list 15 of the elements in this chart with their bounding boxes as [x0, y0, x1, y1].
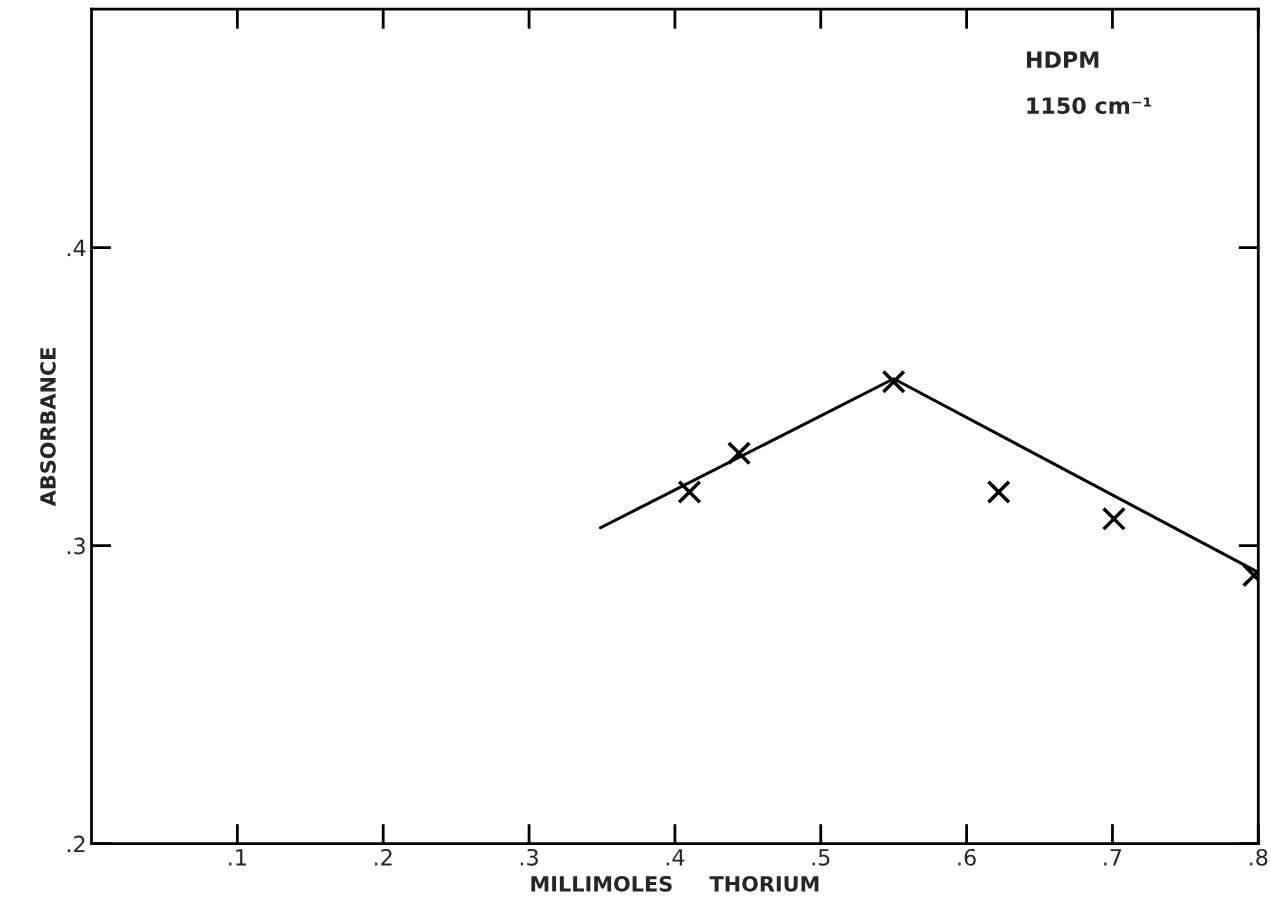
- x-tick-label: .8: [1250, 848, 1268, 866]
- x-tick-label: .4: [666, 849, 685, 866]
- x-tick-label: .2: [374, 848, 392, 866]
- y-axis-title: ABSORBANCE: [40, 348, 56, 507]
- y-tick-label: .2: [67, 835, 85, 853]
- annotation: HDPM: [1026, 51, 1099, 68]
- y-tick-label: .4: [67, 239, 86, 257]
- x-tick-label: .6: [958, 848, 976, 866]
- y-tick-label: .3: [67, 537, 85, 555]
- x-tick-label: .5: [812, 849, 830, 866]
- x-tick-label: .7: [1104, 849, 1122, 866]
- x-tick-label: .3: [520, 848, 538, 866]
- x-axis-title: MILLIMOLES THORIUM: [531, 875, 819, 892]
- x-tick-label: .1: [229, 849, 246, 866]
- annotation: 1150 cm⁻¹: [1027, 97, 1152, 115]
